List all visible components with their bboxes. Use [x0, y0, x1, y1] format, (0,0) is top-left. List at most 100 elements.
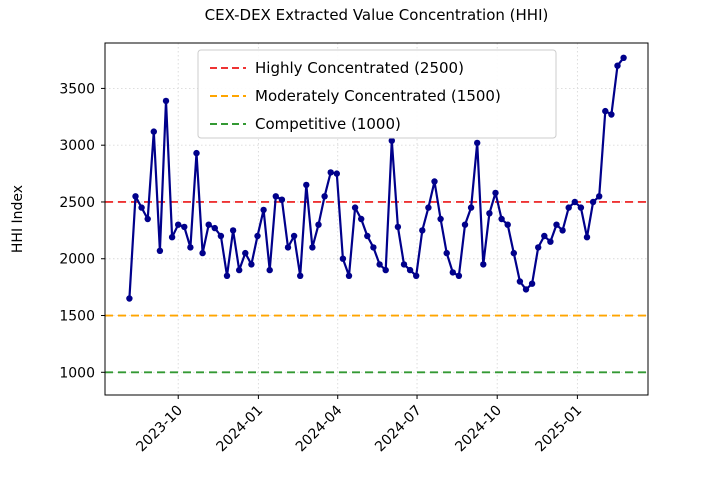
data-point [144, 215, 151, 223]
data-point [559, 227, 566, 234]
data-point [248, 261, 255, 268]
data-point [254, 232, 261, 240]
data-point [492, 189, 499, 197]
data-point [205, 221, 212, 228]
legend-label: Competitive (1000) [255, 115, 401, 133]
data-point [193, 149, 200, 157]
data-point [321, 193, 328, 200]
data-point [577, 204, 585, 211]
data-point [522, 286, 530, 293]
data-point [608, 111, 615, 118]
data-point [583, 234, 591, 241]
data-point [333, 170, 340, 177]
x-tick-label: 2023-10 [133, 403, 186, 456]
data-point [223, 272, 231, 279]
data-point [199, 249, 206, 257]
data-point [443, 249, 450, 257]
data-point [272, 193, 279, 200]
data-point [406, 266, 414, 274]
data-series-line [128, 56, 625, 300]
data-point [504, 221, 511, 228]
data-point [278, 196, 286, 203]
data-point [467, 204, 475, 211]
y-tick-label: 3500 [59, 81, 95, 97]
y-tick-label: 1500 [59, 309, 95, 325]
x-tick-label: 2024-10 [452, 403, 505, 456]
data-point [364, 232, 371, 240]
data-point [449, 269, 456, 276]
data-point [266, 266, 273, 274]
data-point [260, 206, 267, 214]
data-point [394, 223, 402, 231]
y-tick-label: 2000 [59, 252, 95, 268]
data-point [303, 181, 310, 189]
data-point [236, 266, 243, 274]
data-point [229, 227, 237, 234]
data-point [431, 178, 438, 185]
y-axis-label: HHI Index [10, 184, 26, 254]
data-point [541, 232, 548, 240]
data-point [162, 97, 170, 105]
data-point [480, 261, 487, 268]
legend-label: Highly Concentrated (2500) [255, 59, 464, 77]
data-point [474, 139, 481, 147]
data-point [461, 221, 469, 228]
data-point [351, 204, 359, 211]
data-point [339, 255, 347, 262]
data-point [290, 232, 298, 240]
data-point [315, 221, 322, 228]
data-point [150, 128, 157, 135]
data-point [400, 261, 408, 268]
x-tick-label: 2024-07 [372, 403, 425, 456]
data-point [535, 244, 542, 251]
data-point [358, 215, 365, 223]
data-point [419, 227, 426, 234]
x-tick-label: 2024-04 [293, 402, 346, 455]
data-point [168, 234, 176, 241]
data-point [284, 244, 292, 251]
data-point [138, 204, 145, 211]
data-point [345, 272, 353, 279]
data-point [181, 223, 188, 231]
data-point [187, 244, 194, 251]
data-point [620, 54, 627, 61]
y-tick-label: 2500 [59, 195, 95, 211]
data-point [498, 215, 505, 223]
data-point [425, 204, 432, 211]
data-point [309, 244, 316, 251]
chart-title: CEX-DEX Extracted Value Concentration (H… [204, 6, 549, 24]
data-point [132, 193, 139, 200]
data-point [217, 232, 225, 240]
data-point [382, 266, 389, 274]
legend-label: Moderately Concentrated (1500) [255, 87, 501, 105]
data-point [156, 247, 164, 254]
data-point [614, 62, 621, 69]
data-point [388, 137, 395, 144]
data-point [455, 272, 463, 279]
data-point [437, 215, 444, 223]
data-point [211, 224, 218, 232]
data-point [516, 278, 524, 285]
data-point [242, 249, 249, 257]
data-point [589, 198, 597, 206]
data-point [553, 221, 560, 228]
data-point [486, 210, 493, 217]
data-point [327, 169, 334, 176]
y-tick-label: 3000 [59, 138, 95, 154]
data-point [602, 107, 609, 115]
data-point [565, 204, 572, 211]
x-tick-label: 2024-01 [214, 403, 267, 456]
data-point [175, 221, 182, 228]
data-point [297, 272, 304, 279]
data-point [596, 193, 603, 200]
y-tick-label: 1000 [59, 365, 95, 381]
data-point [126, 295, 133, 302]
x-tick-label: 2025-01 [533, 403, 586, 456]
data-point [376, 261, 383, 268]
legend-box [197, 49, 557, 139]
data-point [571, 198, 578, 206]
data-point [547, 238, 554, 245]
data-point [370, 244, 377, 251]
